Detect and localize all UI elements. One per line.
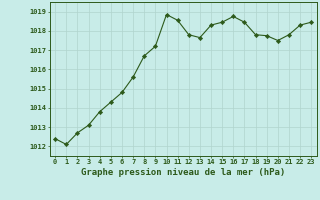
- X-axis label: Graphe pression niveau de la mer (hPa): Graphe pression niveau de la mer (hPa): [81, 168, 285, 177]
